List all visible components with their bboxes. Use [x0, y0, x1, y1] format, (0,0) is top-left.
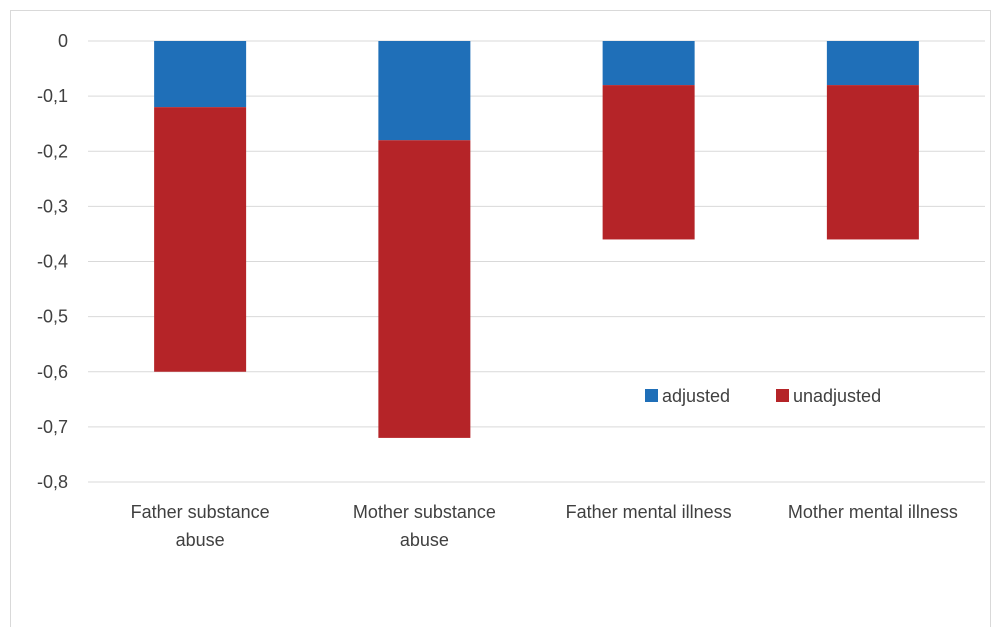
bars — [154, 41, 919, 438]
bar-unadjusted-3 — [826, 85, 919, 240]
y-tick-label: -0,2 — [37, 141, 68, 161]
y-tick-label: -0,7 — [37, 417, 68, 437]
x-category-label: Father substance — [131, 502, 270, 522]
x-category-label: Mother mental illness — [788, 502, 958, 522]
bar-unadjusted-2 — [602, 85, 695, 240]
legend-swatch-adjusted — [645, 389, 658, 402]
legend-swatch-unadjusted — [776, 389, 789, 402]
bar-adjusted-1 — [378, 41, 471, 141]
y-tick-label: -0,3 — [37, 196, 68, 216]
bar-adjusted-2 — [602, 41, 695, 86]
y-tick-label: 0 — [58, 31, 68, 51]
x-category-label: Mother substance — [353, 502, 496, 522]
bar-adjusted-0 — [154, 41, 247, 108]
y-tick-label: -0,1 — [37, 86, 68, 106]
x-category-label: abuse — [176, 530, 225, 550]
x-axis-categories: Father substance abuse Mother substance abu… — [131, 502, 958, 550]
y-tick-label: -0,4 — [37, 252, 68, 272]
y-axis-ticks: 0 -0,1 -0,2 -0,3 -0,4 -0,5 -0,6 -0,7 -0,8 — [37, 31, 68, 492]
chart-frame — [10, 10, 991, 627]
legend: adjusted unadjusted — [645, 386, 881, 406]
legend-label: unadjusted — [793, 386, 881, 406]
bar-adjusted-3 — [826, 41, 919, 86]
y-tick-label: -0,5 — [37, 307, 68, 327]
legend-label: adjusted — [662, 386, 730, 406]
bar-unadjusted-0 — [154, 107, 247, 372]
x-category-label: Father mental illness — [566, 502, 732, 522]
x-category-label: abuse — [400, 530, 449, 550]
bar-unadjusted-1 — [378, 140, 471, 438]
y-tick-label: -0,8 — [37, 472, 68, 492]
y-tick-label: -0,6 — [37, 362, 68, 382]
